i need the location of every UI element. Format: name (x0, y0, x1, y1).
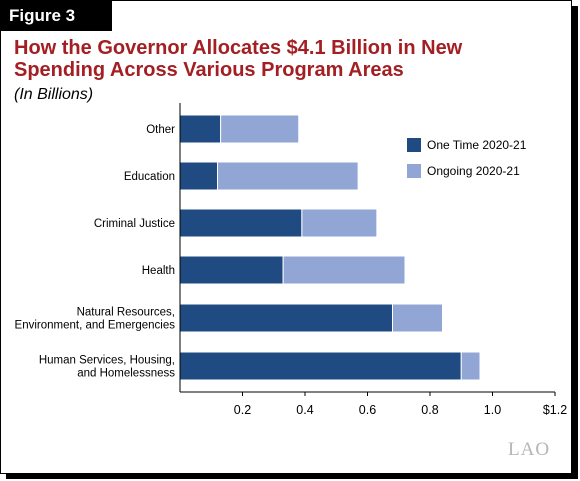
legend-swatch-ongoing (407, 164, 421, 178)
x-tick-label-0: 0.2 (234, 403, 251, 417)
bar-one-time-0 (179, 114, 222, 144)
chart-subtitle: (In Billions) (14, 86, 94, 103)
category-label-1: Education (124, 171, 175, 183)
category-label-3: Health (142, 265, 175, 277)
bar-ongoing-5 (460, 351, 481, 381)
x-tick-label-2: 0.6 (359, 403, 376, 417)
chart-title: How the Governor Allocates $4.1 Billion … (14, 37, 463, 81)
figure-label: Figure 3 (0, 0, 112, 31)
category-label-0: Other (146, 124, 175, 136)
bar-one-time-1 (179, 161, 218, 191)
bar-ongoing-3 (282, 255, 406, 285)
x-tick-label-3: 0.8 (421, 403, 438, 417)
bar-ongoing-2 (301, 208, 378, 238)
x-tick-label-1: 0.4 (296, 403, 313, 417)
legend-swatch-one-time (407, 138, 421, 152)
x-tick-label-5: $1.2 (543, 403, 567, 417)
bar-ongoing-1 (217, 161, 359, 191)
legend-label-ongoing: Ongoing 2020-21 (427, 164, 520, 178)
bar-ongoing-0 (220, 114, 300, 144)
category-label-2: Criminal Justice (94, 218, 175, 230)
legend: One Time 2020-21 Ongoing 2020-21 (407, 138, 527, 178)
bar-one-time-5 (179, 351, 462, 381)
bar-one-time-4 (179, 303, 393, 333)
frame-shadow-right (572, 6, 578, 475)
bars-group (179, 114, 481, 381)
category-label-4: Natural Resources, Environment, and Emerg… (15, 307, 176, 332)
frame-shadow-bottom (6, 473, 578, 479)
lao-logo: LAO (508, 439, 550, 460)
tick-labels: 0.2 0.4 0.6 0.8 1.0 $1.2 (234, 392, 567, 417)
bar-ongoing-4 (392, 303, 443, 333)
bar-one-time-2 (179, 208, 303, 238)
category-labels: Other Education Criminal Justice Health Natu… (15, 124, 176, 380)
category-label-5: Human Services, Housing, and Homelessness (39, 355, 175, 380)
x-tick-label-4: 1.0 (484, 403, 501, 417)
bar-one-time-3 (179, 255, 284, 285)
legend-label-one-time: One Time 2020-21 (427, 138, 527, 152)
